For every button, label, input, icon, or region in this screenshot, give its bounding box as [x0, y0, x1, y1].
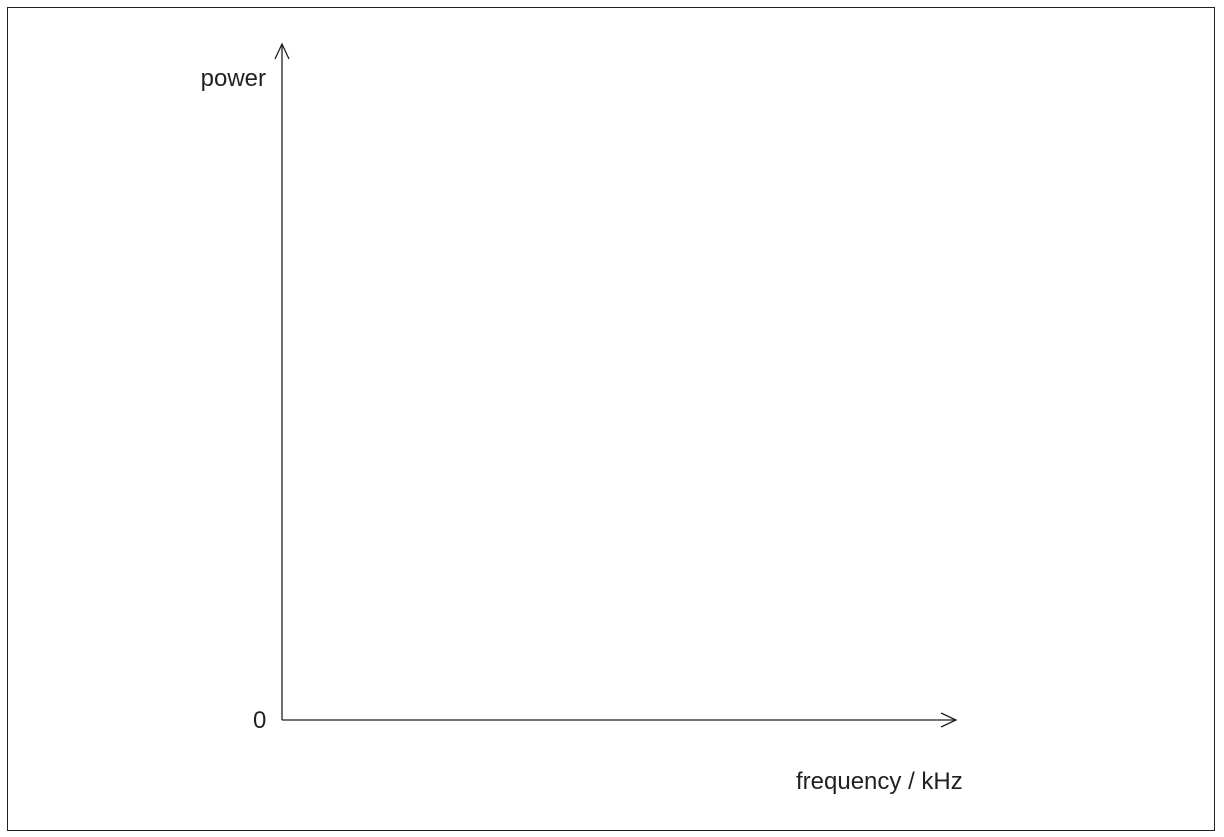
y-axis-label: power	[200, 65, 266, 92]
x-axis-label: frequency / kHz	[796, 768, 963, 795]
x-axis-arrowhead	[940, 712, 958, 728]
figure-frame	[7, 7, 1215, 831]
origin-label: 0	[253, 707, 267, 734]
y-axis-arrowhead	[274, 42, 290, 60]
